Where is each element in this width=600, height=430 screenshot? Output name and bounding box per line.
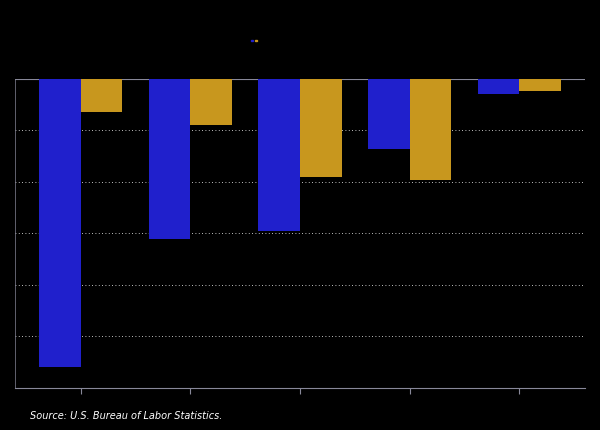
Bar — [478, 79, 519, 94]
Bar — [39, 79, 81, 367]
Bar — [519, 79, 561, 91]
Bar — [300, 79, 341, 177]
Legend: , : , — [251, 40, 258, 42]
Bar — [410, 79, 451, 180]
Bar — [149, 79, 190, 239]
Bar — [190, 79, 232, 125]
Bar — [259, 79, 300, 231]
Text: Source: U.S. Bureau of Labor Statistics.: Source: U.S. Bureau of Labor Statistics. — [30, 412, 223, 421]
Bar — [81, 79, 122, 112]
Bar — [368, 79, 410, 149]
